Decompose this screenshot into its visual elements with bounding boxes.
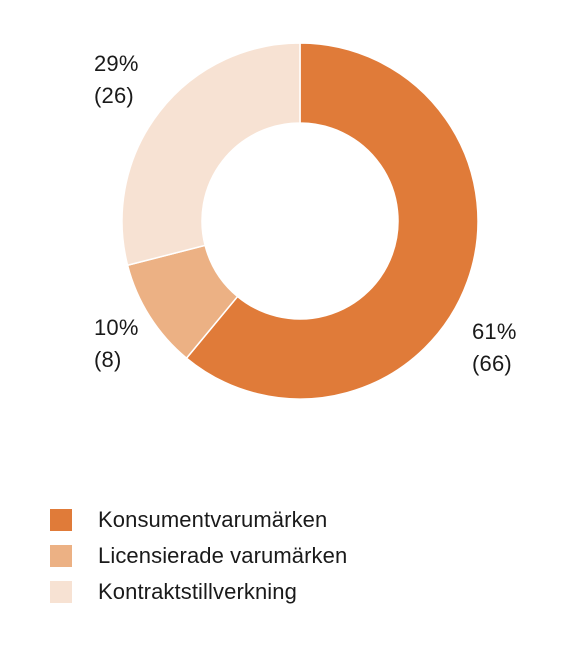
slice-count: (66) bbox=[472, 351, 512, 376]
chart-legend: Konsumentvarumärken Licensierade varumär… bbox=[50, 502, 347, 610]
legend-swatch bbox=[50, 509, 72, 531]
slice-count: (8) bbox=[94, 347, 122, 372]
legend-item-kontraktstillverkning: Kontraktstillverkning bbox=[50, 574, 347, 610]
legend-swatch bbox=[50, 581, 72, 603]
legend-swatch bbox=[50, 545, 72, 567]
legend-label: Konsumentvarumärken bbox=[98, 507, 328, 532]
slice-percent: 10% bbox=[94, 315, 139, 340]
slice-percent: 61% bbox=[472, 319, 517, 344]
legend-label: Kontraktstillverkning bbox=[98, 579, 297, 604]
legend-item-licensierade: Licensierade varumärken bbox=[50, 538, 347, 574]
slice-percent: 29% bbox=[94, 51, 139, 76]
donut-slices bbox=[121, 42, 479, 400]
slice-label-kontraktstillverkning: 29% (26) bbox=[94, 48, 139, 112]
legend-label: Licensierade varumärken bbox=[98, 543, 348, 568]
donut-chart bbox=[121, 42, 479, 400]
slice-konsumentvarumarken bbox=[185, 42, 479, 400]
slice-label-konsumentvarumarken: 61% (66) bbox=[472, 316, 517, 380]
slice-kontraktstillverkning bbox=[121, 42, 301, 267]
legend-item-konsumentvarumarken: Konsumentvarumärken bbox=[50, 502, 347, 538]
slice-count: (26) bbox=[94, 83, 134, 108]
slice-label-licensierade: 10% (8) bbox=[94, 312, 139, 376]
